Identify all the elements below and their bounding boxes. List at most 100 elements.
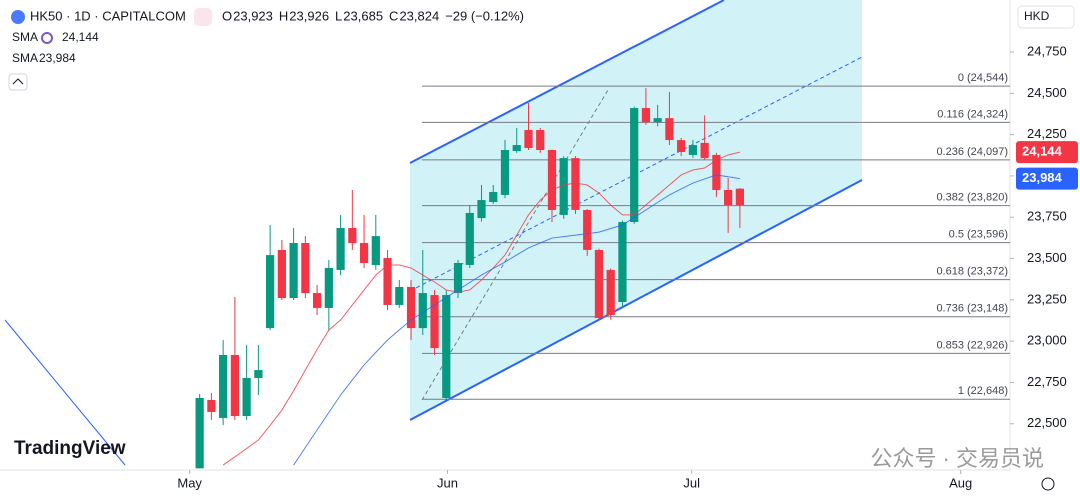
fib-label: 1 (22,648) <box>958 385 1008 397</box>
settings-icon[interactable] <box>1041 477 1055 491</box>
candle-body <box>348 227 357 244</box>
fib-label: 0 (24,544) <box>958 72 1008 84</box>
y-tick-label: 24,250 <box>1027 126 1067 141</box>
candle-body <box>207 399 216 413</box>
candle-body <box>547 150 557 210</box>
fib-label: 0.116 (24,324) <box>937 108 1008 120</box>
candle-body <box>630 108 639 223</box>
x-tick-label: Aug <box>949 475 972 490</box>
x-tick-label: May <box>177 475 202 490</box>
axis-layer: 22,50022,75023,00023,25023,50023,75024,0… <box>177 43 1066 490</box>
currency-box[interactable] <box>1017 5 1075 29</box>
channel-lower <box>409 179 863 421</box>
candle-body <box>618 222 627 302</box>
ohlc-value: 23,685 <box>343 8 383 23</box>
ohlc: O 23,923 H 23,926 L 23,685 C 23,824 −29 (−0.12%) <box>222 8 524 23</box>
candle-body <box>195 397 204 469</box>
candle-body <box>653 118 662 123</box>
fib-label: 0.618 (23,372) <box>936 266 1008 278</box>
collapse-button[interactable] <box>8 73 28 91</box>
candle-body <box>312 293 322 308</box>
y-tick-label: 22,500 <box>1027 415 1067 430</box>
y-tick-label: 24,750 <box>1027 43 1067 58</box>
fib-label: 0.853 (22,926) <box>936 339 1008 351</box>
candle-body <box>230 355 239 416</box>
ohlc-change: −29 (−0.12%) <box>445 8 524 23</box>
candle-body <box>371 236 380 265</box>
candle-body <box>571 158 580 210</box>
x-tick-label: Jun <box>437 475 458 490</box>
candle-body <box>559 158 568 215</box>
candle-body <box>712 154 721 190</box>
fib-label: 0.5 (23,596) <box>949 229 1008 241</box>
candle-body <box>406 286 416 329</box>
candle-body <box>512 145 521 151</box>
fib-label: 0.382 (23,820) <box>936 192 1008 204</box>
price-tag-label: 23,984 <box>1022 170 1063 185</box>
candle-body <box>266 255 275 329</box>
candle-body <box>735 188 744 206</box>
x-tick-label: Jul <box>683 475 700 490</box>
indicator-name: SMA <box>12 30 38 44</box>
candle-body <box>465 212 474 265</box>
sma-line <box>222 151 741 466</box>
ohlc-key: L <box>335 8 342 23</box>
candle-body <box>254 370 263 378</box>
fib-label: 0.736 (23,148) <box>936 303 1008 315</box>
ohlc-value: 23,824 <box>399 8 439 23</box>
status-icon <box>194 8 212 26</box>
candle-body <box>242 377 251 416</box>
logo: TradingView <box>14 438 126 459</box>
price-tag <box>1016 141 1078 164</box>
y-tick-label: 24,500 <box>1027 85 1067 100</box>
candle-body <box>677 140 686 152</box>
indicator-value: 23,984 <box>39 51 76 65</box>
price-tag-label: 24,144 <box>1022 144 1063 159</box>
sma-layer <box>222 151 741 466</box>
sma-line <box>293 174 740 466</box>
candle-body <box>418 293 427 329</box>
candle-body <box>442 295 451 398</box>
candle-body <box>277 249 286 299</box>
candle-body <box>324 267 333 308</box>
candle-body <box>594 249 604 319</box>
y-tick-label: 23,500 <box>1027 250 1067 265</box>
candle-body <box>383 258 392 305</box>
candle-body <box>289 243 298 299</box>
ohlc-value: 23,923 <box>233 8 273 23</box>
indicator-value: 24,144 <box>62 30 99 44</box>
collapse-icon <box>12 78 24 85</box>
ohlc-value: 23,926 <box>289 8 329 23</box>
candle-body <box>336 227 345 270</box>
candle-body <box>489 191 498 203</box>
candle-body <box>430 295 439 349</box>
candle-body <box>641 108 651 123</box>
candle-body <box>700 142 709 159</box>
y-tick-label: 23,000 <box>1027 333 1067 348</box>
candle-body <box>606 269 615 316</box>
candle-body <box>583 209 592 250</box>
channel-upper <box>409 0 725 164</box>
price-tag <box>1016 167 1078 190</box>
candle-body <box>665 118 674 141</box>
y-tick-label: 22,750 <box>1027 374 1067 389</box>
candle-body <box>724 189 733 206</box>
candle-body <box>359 243 369 264</box>
watermark: 公众号 · 交易员说 <box>870 446 1044 471</box>
candle-body <box>688 145 698 155</box>
candle-body <box>453 263 463 294</box>
indicator-icon <box>41 32 53 44</box>
trend-line <box>4 319 126 466</box>
candle-body <box>524 130 533 149</box>
y-tick-label: 23,750 <box>1027 209 1067 224</box>
ohlc-key: C <box>389 8 398 23</box>
candle-body <box>477 200 486 219</box>
ohlc-key: O <box>222 8 232 23</box>
fib-label: 0.236 (24,097) <box>936 146 1008 158</box>
candle-body <box>536 130 545 151</box>
currency: HKD <box>1024 9 1050 23</box>
indicator-name: SMA <box>12 51 38 65</box>
fib-trend <box>421 89 609 401</box>
ohlc-key: H <box>279 8 288 23</box>
